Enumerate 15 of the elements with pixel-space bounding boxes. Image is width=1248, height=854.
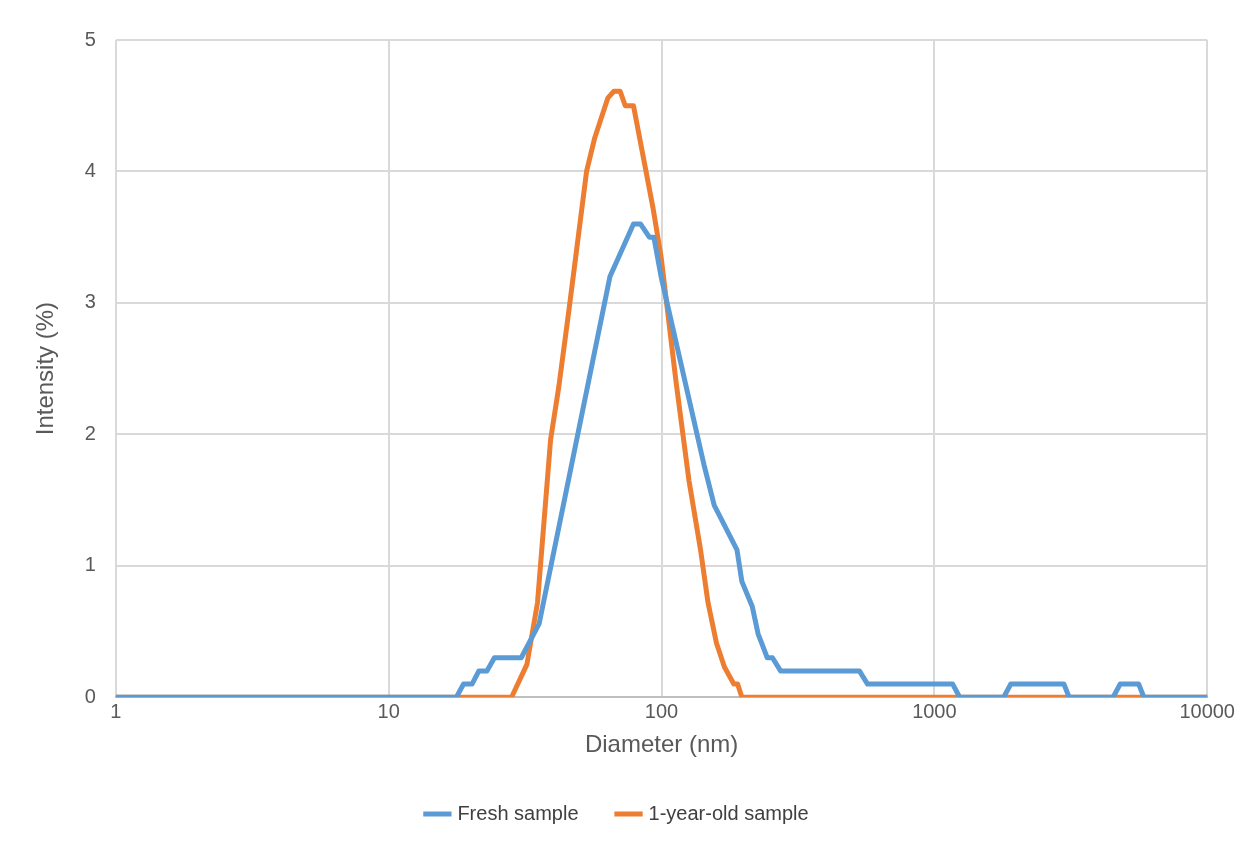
y-tick-label: 4 — [84, 158, 96, 181]
y-tick-label: 1 — [84, 553, 96, 576]
legend-label: Fresh sample — [457, 801, 579, 824]
y-tick-label: 3 — [84, 290, 96, 313]
x-tick-label: 10 — [377, 699, 400, 722]
y-tick-label: 0 — [84, 684, 96, 707]
x-tick-label: 10000 — [1179, 699, 1235, 722]
x-tick-label: 100 — [644, 699, 679, 722]
x-axis-title: Diameter (nm) — [584, 730, 739, 758]
legend-label: 1-year-old sample — [648, 801, 809, 824]
x-tick-label: 1 — [110, 699, 122, 722]
y-axis-title: Intensity (%) — [31, 301, 59, 436]
y-tick-label: 2 — [84, 421, 96, 444]
y-tick-label: 5 — [84, 27, 96, 50]
x-tick-label: 1000 — [912, 699, 957, 722]
